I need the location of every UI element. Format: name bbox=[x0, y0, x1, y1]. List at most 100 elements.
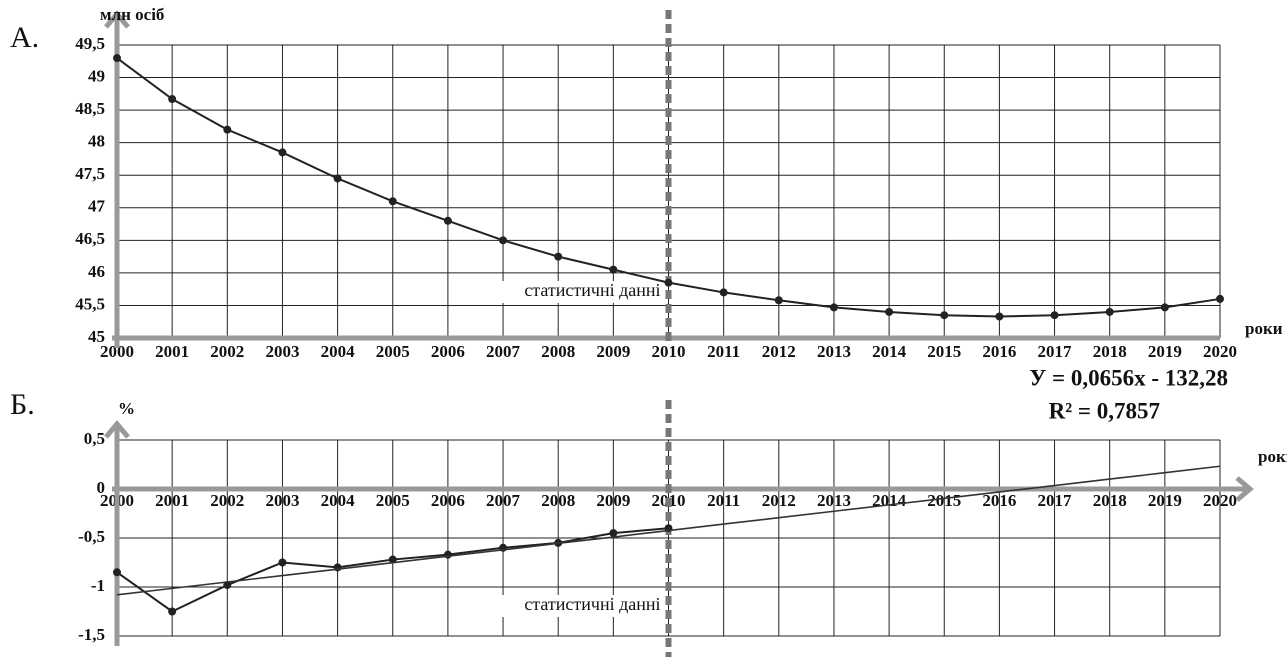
x-tick-label: 2018 bbox=[1093, 342, 1127, 361]
data-point bbox=[940, 311, 949, 320]
y-tick-label: 49,5 bbox=[75, 34, 105, 53]
y-tick-label: -1 bbox=[91, 576, 105, 595]
x-tick-label: 2018 bbox=[1093, 491, 1127, 510]
x-axis-arrow bbox=[1235, 476, 1254, 502]
x-tick-label: 2019 bbox=[1148, 342, 1182, 361]
y-axis-arrow bbox=[104, 10, 130, 29]
x-axis-label: роки bbox=[1258, 447, 1287, 466]
panel-label: А. bbox=[10, 21, 39, 54]
data-point bbox=[388, 197, 397, 206]
x-tick-label: 2007 bbox=[486, 491, 521, 510]
x-tick-label: 2016 bbox=[982, 491, 1016, 510]
y-tick-label: -1,5 bbox=[78, 625, 105, 644]
y-axis-label: млн осіб bbox=[100, 5, 164, 24]
x-tick-label: 2004 bbox=[321, 342, 356, 361]
x-tick-label: 2007 bbox=[486, 342, 521, 361]
data-point bbox=[1216, 294, 1224, 303]
x-tick-label: 2009 bbox=[596, 342, 630, 361]
data-point bbox=[719, 288, 728, 297]
r-squared: R² = 0,7857 bbox=[1049, 398, 1160, 423]
y-tick-label: 45,5 bbox=[75, 294, 105, 313]
equation: У = 0,0656x - 132,28 bbox=[1029, 365, 1228, 390]
x-tick-label: 2006 bbox=[431, 491, 465, 510]
data-point bbox=[774, 296, 783, 305]
data-point bbox=[1050, 311, 1059, 320]
x-tick-label: 2008 bbox=[541, 342, 575, 361]
data-point bbox=[1105, 307, 1114, 316]
data-point bbox=[443, 216, 452, 225]
x-tick-label: 2005 bbox=[376, 342, 410, 361]
x-tick-label: 2003 bbox=[265, 342, 299, 361]
y-tick-label: 0,5 bbox=[84, 429, 105, 448]
data-point bbox=[443, 550, 452, 559]
data-point bbox=[554, 252, 563, 261]
x-tick-label: 2017 bbox=[1038, 491, 1073, 510]
x-tick-label: 2020 bbox=[1203, 491, 1237, 510]
data-point bbox=[499, 236, 508, 245]
y-tick-label: 48,5 bbox=[75, 99, 105, 118]
x-tick-label: 2011 bbox=[707, 342, 740, 361]
data-point bbox=[168, 607, 177, 616]
y-tick-label: 49 bbox=[88, 66, 105, 85]
x-tick-label: 2002 bbox=[210, 491, 244, 510]
x-tick-label: 2012 bbox=[762, 491, 796, 510]
x-tick-label: 2005 bbox=[376, 491, 410, 510]
annotation-bg bbox=[478, 281, 665, 303]
data-point bbox=[333, 174, 342, 183]
x-tick-label: 2013 bbox=[817, 491, 851, 510]
y-tick-label: 46,5 bbox=[75, 229, 105, 248]
x-tick-label: 2019 bbox=[1148, 491, 1182, 510]
x-tick-label: 2009 bbox=[596, 491, 630, 510]
x-tick-label: 2013 bbox=[817, 342, 851, 361]
y-tick-label: 47 bbox=[88, 197, 106, 216]
data-point bbox=[609, 529, 618, 538]
data-point bbox=[223, 125, 232, 134]
y-tick-label: 46 bbox=[88, 262, 105, 281]
x-tick-label: 2004 bbox=[321, 491, 356, 510]
data-point bbox=[168, 95, 177, 104]
series-line bbox=[116, 465, 1221, 596]
data-point bbox=[885, 307, 894, 316]
x-tick-label: 2012 bbox=[762, 342, 796, 361]
data-point bbox=[609, 265, 618, 274]
y-axis-label: % bbox=[118, 399, 135, 418]
y-tick-label: 0 bbox=[97, 478, 106, 497]
x-tick-label: 2015 bbox=[927, 491, 961, 510]
x-tick-label: 2001 bbox=[155, 342, 189, 361]
x-tick-label: 2020 bbox=[1203, 342, 1237, 361]
y-tick-label: 47,5 bbox=[75, 164, 105, 183]
x-tick-label: 2008 bbox=[541, 491, 575, 510]
x-tick-label: 2002 bbox=[210, 342, 244, 361]
data-point bbox=[113, 568, 121, 577]
annotation: статистичні данні bbox=[524, 280, 660, 300]
x-tick-label: 2000 bbox=[100, 342, 134, 361]
y-axis-arrow bbox=[104, 420, 130, 439]
x-tick-label: 2017 bbox=[1038, 342, 1073, 361]
x-tick-label: 2006 bbox=[431, 342, 465, 361]
data-point bbox=[278, 558, 287, 567]
panel-label: Б. bbox=[10, 388, 35, 421]
x-tick-label: 2014 bbox=[872, 342, 907, 361]
x-tick-label: 2003 bbox=[265, 491, 299, 510]
data-point bbox=[995, 312, 1004, 321]
x-tick-label: 2010 bbox=[652, 342, 686, 361]
data-point bbox=[278, 148, 287, 157]
x-tick-label: 2016 bbox=[982, 342, 1016, 361]
y-tick-label: 48 bbox=[88, 132, 105, 151]
x-axis-label: роки bbox=[1245, 319, 1283, 338]
annotation-bg bbox=[478, 595, 665, 617]
data-point bbox=[829, 303, 838, 312]
y-tick-label: 45 bbox=[88, 327, 105, 346]
x-tick-label: 2014 bbox=[872, 491, 907, 510]
y-tick-label: -0,5 bbox=[78, 527, 105, 546]
data-point bbox=[388, 555, 397, 564]
x-tick-label: 2011 bbox=[707, 491, 740, 510]
data-point bbox=[664, 278, 673, 287]
data-point bbox=[223, 581, 232, 590]
data-point bbox=[1160, 303, 1169, 312]
x-tick-label: 2015 bbox=[927, 342, 961, 361]
data-point bbox=[113, 54, 121, 63]
x-tick-label: 2001 bbox=[155, 491, 189, 510]
